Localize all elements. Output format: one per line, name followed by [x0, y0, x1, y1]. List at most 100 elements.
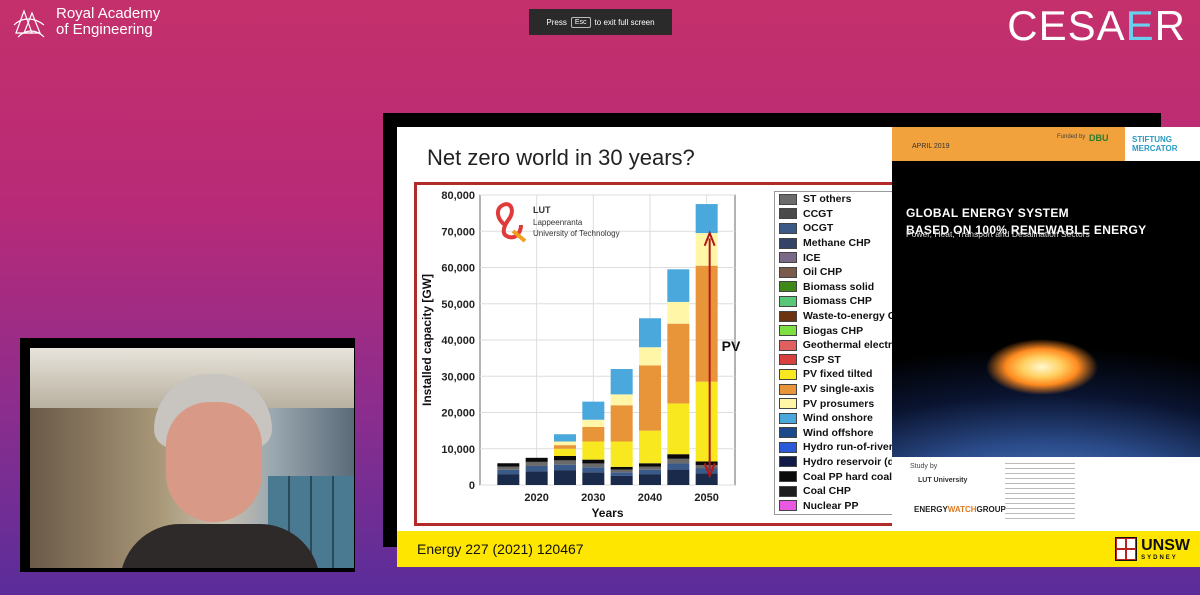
slide-title: Net zero world in 30 years?	[427, 145, 695, 170]
legend-swatch	[779, 281, 797, 293]
legend-swatch	[779, 266, 797, 278]
journal-reference: Energy 227 (2021) 120467	[417, 541, 584, 557]
bar-segment-base	[639, 463, 661, 467]
y-tick-label: 70,000	[441, 226, 475, 238]
bar-segment-pv-prosumers	[610, 394, 633, 406]
bar-segment-base	[554, 464, 576, 471]
legend-swatch	[779, 398, 797, 410]
legend-swatch	[779, 354, 797, 366]
legend-label: Biomass solid	[803, 280, 875, 293]
cover-subtitle: Power, Heat, Transport and Desalination …	[906, 229, 1090, 239]
bar-segment-pv-fixed-tilted	[667, 403, 690, 455]
y-tick-label: 0	[469, 480, 475, 492]
bar-segment-base	[582, 459, 605, 464]
chart-legend: ST others CCGT OCGT Methane CHP ICE Oil CHP Bi…	[774, 191, 914, 515]
legend-item: Waste-to-energy CHP	[775, 309, 913, 324]
legend-label: PV fixed tilted	[803, 368, 873, 381]
bar-segment-wind-onshore	[582, 401, 605, 420]
bar-segment-base	[610, 475, 633, 485]
legend-swatch	[779, 339, 797, 351]
legend-item: Wind onshore	[775, 411, 913, 426]
legend-swatch	[779, 252, 797, 264]
energy-watch-group-logo: ENERGYWATCHGROUP	[914, 505, 1006, 514]
bar-segment-pv-prosumers	[667, 301, 690, 324]
legend-label: ST others	[803, 193, 852, 206]
bar-segment-wind-onshore	[639, 318, 661, 348]
bar-segment-wind-onshore	[695, 204, 718, 234]
legend-item: OCGT	[775, 221, 913, 236]
exit-fullscreen-toast: Press Esc to exit full screen	[529, 9, 672, 35]
dbu-logo: DBU	[1089, 133, 1109, 143]
legend-item: Coal PP hard coal	[775, 469, 913, 484]
legend-item: Methane CHP	[775, 236, 913, 251]
bar-segment-pv-single-axis	[695, 265, 718, 382]
y-tick-label: 60,000	[441, 263, 475, 275]
legend-swatch	[779, 295, 797, 307]
royal-academy-logo: Royal Academy of Engineering	[10, 2, 180, 42]
legend-label: Coal PP hard coal	[803, 470, 893, 483]
chart-frame: 0 10,000 20,000 30,000 40,000 50,000 60,000 70,…	[414, 182, 914, 526]
y-tick-label: 20,000	[441, 408, 475, 420]
bar-segment-base	[554, 470, 576, 485]
legend-label: ICE	[803, 251, 821, 264]
y-tick-label: 30,000	[441, 371, 475, 383]
legend-label: PV prosumers	[803, 397, 875, 410]
legend-swatch	[779, 222, 797, 234]
legend-label: Geothermal electricity	[802, 339, 913, 352]
legend-swatch	[779, 412, 797, 424]
bar-segment-base	[639, 466, 661, 470]
bar-segment-pv-fixed-tilted	[554, 448, 576, 456]
mercator-logo: STIFTUNG MERCATOR	[1132, 135, 1178, 153]
legend-label: Coal CHP	[803, 485, 851, 498]
legend-item: Geothermal electricity	[775, 338, 913, 353]
bar-segment-pv-single-axis	[639, 365, 661, 431]
bar-segment-pv-fixed-tilted	[610, 441, 633, 467]
legend-label: Waste-to-energy CHP	[803, 310, 910, 323]
y-tick-label: 10,000	[441, 444, 475, 456]
speaker-person	[120, 374, 320, 568]
legend-item: Hydro run-of-river	[775, 440, 913, 455]
royal-academy-emblem-icon	[13, 9, 45, 38]
legend-swatch	[779, 441, 797, 453]
legend-item: CSP ST	[775, 353, 913, 368]
bar-segment-base	[582, 472, 605, 485]
legend-label: OCGT	[803, 222, 834, 235]
legend-label: Methane CHP	[803, 237, 871, 250]
legend-label: Hydro run-of-river	[803, 441, 893, 454]
bar-segment-base	[525, 457, 548, 462]
legend-item: PV prosumers	[775, 396, 913, 411]
bar-segment-base	[610, 472, 633, 476]
legend-label: PV single-axis	[803, 383, 875, 396]
bar-segment-base	[639, 474, 661, 485]
legend-label: Nuclear PP	[803, 499, 859, 512]
x-tick-label: 2040	[638, 492, 662, 504]
presentation-slide: Net zero world in 30 years? 0 10,000 20,00…	[397, 127, 1200, 567]
bar-segment-pv-fixed-tilted	[695, 381, 718, 462]
bar-segment-pv-fixed-tilted	[639, 430, 661, 464]
pv-arrow-head-top	[703, 230, 716, 247]
bar-segment-wind-onshore	[610, 369, 633, 395]
bar-segment-base	[667, 469, 690, 485]
bar-segment-base	[667, 454, 690, 459]
legend-swatch	[779, 383, 797, 395]
legend-swatch	[779, 208, 797, 220]
legend-swatch	[779, 427, 797, 439]
legend-label: CCGT	[803, 207, 833, 220]
legend-swatch	[779, 368, 797, 380]
bar-segment-pv-single-axis	[582, 427, 605, 442]
royal-academy-text: Royal Academy of Engineering	[56, 5, 161, 38]
legend-item: Wind offshore	[775, 426, 913, 441]
bar-segment-base	[639, 469, 661, 475]
y-axis-label: Installed capacity [GW]	[420, 274, 434, 406]
legend-item: Biomass CHP	[775, 294, 913, 309]
speaker-video[interactable]	[30, 348, 354, 568]
bar-segment-base	[695, 473, 718, 485]
bar-segment-pv-prosumers	[582, 419, 605, 427]
x-tick-label: 2030	[581, 492, 605, 504]
cover-title: GLOBAL ENERGY SYSTEM BASED ON 100% RENEW…	[906, 206, 1147, 237]
cover-footer: Study by LUT University ENERGYWATCHGROUP	[892, 457, 1200, 531]
legend-item: PV fixed tilted	[775, 367, 913, 382]
bar-segment-base	[497, 466, 520, 470]
legend-swatch	[779, 456, 797, 468]
slide-footer-bar: Energy 227 (2021) 120467 UNSW SYDNEY	[397, 531, 1200, 567]
